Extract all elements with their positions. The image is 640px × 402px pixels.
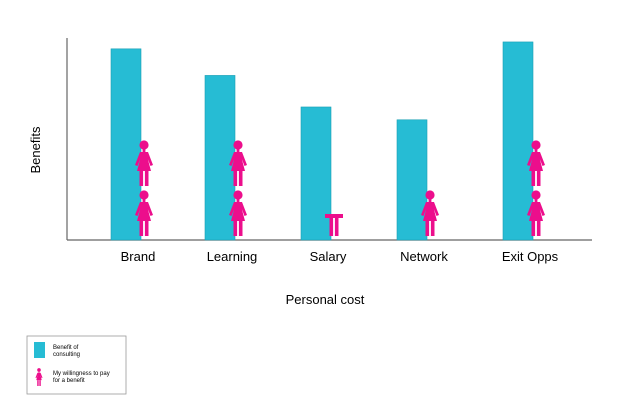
category-labels: Brand Learning Salary Network Exit Opps (121, 249, 559, 264)
category-label-learning: Learning (207, 249, 258, 264)
legend-bar-swatch (34, 342, 45, 358)
legend: Benefit of consulting My willingness to … (26, 335, 127, 395)
x-axis-title: Personal cost (286, 292, 365, 307)
bar-salary (300, 106, 332, 241)
y-axis-title: Benefits (28, 126, 43, 173)
bar-brand (110, 48, 142, 241)
bar-network (396, 119, 428, 241)
plot-area: Brand Learning Salary Network Exit Opps (66, 38, 592, 264)
legend-label-willingness-line1: My willingness to pay (53, 371, 110, 377)
willingness-icons (135, 140, 545, 236)
category-label-salary: Salary (310, 249, 347, 264)
bar-exit-opps (502, 41, 534, 241)
legend-label-benefit-line2: consulting (53, 352, 80, 358)
category-label-exit-opps: Exit Opps (502, 249, 559, 264)
bars (110, 41, 534, 241)
category-label-brand: Brand (121, 249, 156, 264)
legend-label-benefit-line1: Benefit of (53, 345, 79, 351)
partial-female-person-icon (325, 214, 343, 236)
legend-label-willingness-line2: for a benefit (53, 378, 85, 384)
category-label-network: Network (400, 249, 448, 264)
